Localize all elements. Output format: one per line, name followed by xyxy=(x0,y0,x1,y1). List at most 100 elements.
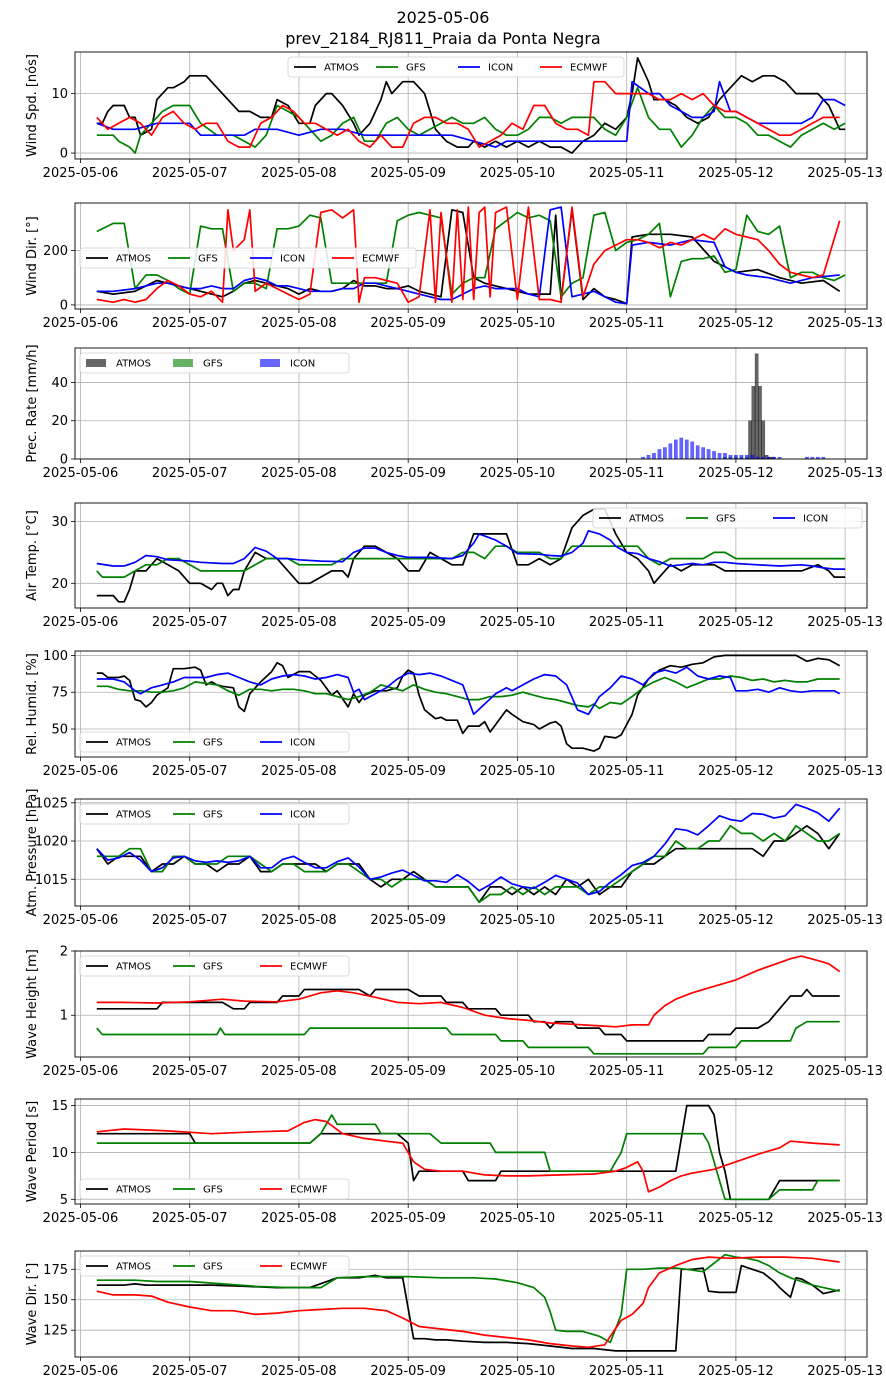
x-tick-label: 2025-05-08 xyxy=(261,764,337,779)
x-tick-label: 2025-05-13 xyxy=(807,764,883,779)
legend-label: ATMOS xyxy=(116,738,151,749)
y-tick-label: 2 xyxy=(60,945,68,960)
legend-label: GFS xyxy=(203,810,223,821)
legend: ATMOS GFS ICON ECMWF xyxy=(79,247,417,269)
x-tick-label: 2025-05-10 xyxy=(480,1211,556,1226)
series-line-ecmwf xyxy=(96,80,840,148)
y-tick-label: 5 xyxy=(60,1193,68,1208)
y-tick-label: 100 xyxy=(43,649,68,664)
x-tick-label: 2025-05-13 xyxy=(807,1364,883,1379)
bar-icon xyxy=(646,454,651,459)
legend-label: GFS xyxy=(406,63,426,74)
legend-label: ICON xyxy=(290,738,315,749)
y-axis-label: Prec. Rate [mm/h] xyxy=(25,344,40,462)
legend-label: ICON xyxy=(803,514,828,525)
legend-label: ECMWF xyxy=(570,63,608,74)
panel-6: 2025-05-06 2025-05-07 2025-05-08 2025-05-09… xyxy=(25,789,883,928)
x-tick-label: 2025-05-10 xyxy=(480,764,556,779)
legend-label: ICON xyxy=(280,254,305,265)
x-tick-label: 2025-05-06 xyxy=(43,316,119,331)
axes-frame xyxy=(74,798,868,907)
x-tick-label: 2025-05-12 xyxy=(698,913,774,928)
legend-label: ATMOS xyxy=(629,514,664,525)
bar-icon xyxy=(712,451,716,459)
y-tick-label: 15 xyxy=(51,1099,68,1114)
legend: ATMOS GFS ECMWF xyxy=(79,1255,350,1277)
series-line-ecmwf xyxy=(96,1256,840,1349)
x-tick-label: 2025-05-13 xyxy=(807,615,883,630)
axes-frame xyxy=(74,51,868,160)
y-axis-label: Wind Spd. [nós] xyxy=(25,54,40,157)
y-tick-label: 1020 xyxy=(35,835,68,850)
x-tick-label: 2025-05-06 xyxy=(43,913,119,928)
legend-label: GFS xyxy=(203,1262,223,1273)
x-tick-label: 2025-05-09 xyxy=(370,913,446,928)
bar-icon xyxy=(766,456,771,459)
x-tick-label: 2025-05-11 xyxy=(589,1211,665,1226)
legend-label: GFS xyxy=(198,254,218,265)
x-tick-label: 2025-05-13 xyxy=(807,466,883,481)
x-tick-label: 2025-05-06 xyxy=(43,466,119,481)
bar-icon xyxy=(750,454,755,459)
plot-area xyxy=(641,353,826,459)
x-tick-label: 2025-05-06 xyxy=(43,166,119,181)
x-tick-label: 2025-05-09 xyxy=(370,1064,446,1079)
bar-icon xyxy=(755,456,760,459)
x-tick-label: 2025-05-09 xyxy=(370,466,446,481)
x-tick-label: 2025-05-08 xyxy=(261,1364,337,1379)
legend: ATMOS GFS ECMWF xyxy=(79,1178,350,1200)
figure-title: 2025-05-06 prev_2184_RJ811_Praia da Pont… xyxy=(0,7,886,49)
legend-label: ATMOS xyxy=(116,962,151,973)
panel-8: 2025-05-06 2025-05-07 2025-05-08 2025-05-09… xyxy=(25,1098,883,1226)
x-tick-label: 2025-05-06 xyxy=(43,1211,119,1226)
bar-icon xyxy=(734,454,738,459)
legend-box xyxy=(79,955,350,977)
series-line-icon xyxy=(96,80,846,148)
bar-icon xyxy=(744,454,749,459)
series-line-ecmwf xyxy=(96,206,841,304)
y-tick-label: 150 xyxy=(43,1293,68,1308)
x-tick-label: 2025-05-07 xyxy=(152,615,228,630)
x-tick-label: 2025-05-07 xyxy=(152,913,228,928)
x-tick-label: 2025-05-09 xyxy=(370,1364,446,1379)
legend: ATMOS GFS ECMWF xyxy=(79,955,350,977)
x-tick-label: 2025-05-13 xyxy=(807,316,883,331)
legend-label: ECMWF xyxy=(290,962,328,973)
series-line-atmos xyxy=(96,508,846,603)
legend-box xyxy=(592,507,863,529)
legend-box xyxy=(287,56,625,78)
bar-icon xyxy=(706,449,711,459)
bar-icon xyxy=(717,453,722,459)
x-tick-label: 2025-05-10 xyxy=(480,913,556,928)
x-tick-label: 2025-05-09 xyxy=(370,1211,446,1226)
legend-label: ECMWF xyxy=(362,254,400,265)
x-tick-label: 2025-05-07 xyxy=(152,316,228,331)
y-tick-label: 40 xyxy=(51,376,68,391)
legend-label: ATMOS xyxy=(324,63,359,74)
x-tick-label: 2025-05-12 xyxy=(698,615,774,630)
series-line-gfs xyxy=(96,675,840,710)
axes-frame xyxy=(74,502,868,609)
bar-atmos xyxy=(748,420,752,459)
x-tick-label: 2025-05-08 xyxy=(261,913,337,928)
y-tick-label: 10 xyxy=(51,1146,68,1161)
axes-frame xyxy=(74,202,868,310)
x-tick-label: 2025-05-11 xyxy=(589,1064,665,1079)
series-line-icon xyxy=(96,666,841,716)
legend-box xyxy=(79,1255,350,1277)
panel-9: 2025-05-06 2025-05-07 2025-05-08 2025-05-09… xyxy=(25,1250,883,1379)
x-tick-label: 2025-05-10 xyxy=(480,316,556,331)
x-tick-label: 2025-05-10 xyxy=(480,615,556,630)
panel-1: 2025-05-06 2025-05-07 2025-05-08 2025-05-09… xyxy=(25,51,883,181)
x-tick-label: 2025-05-11 xyxy=(589,316,665,331)
x-tick-label: 2025-05-06 xyxy=(43,764,119,779)
bar-icon xyxy=(810,456,815,459)
series-line-gfs xyxy=(96,545,846,578)
x-tick-label: 2025-05-08 xyxy=(261,316,337,331)
x-tick-label: 2025-05-07 xyxy=(152,1064,228,1079)
x-tick-label: 2025-05-10 xyxy=(480,1064,556,1079)
y-axis-label: Wave Dir. [°] xyxy=(25,1263,40,1346)
legend: ATMOS GFS ICON xyxy=(592,507,863,529)
x-tick-label: 2025-05-11 xyxy=(589,615,665,630)
legend-label: ICON xyxy=(290,810,315,821)
